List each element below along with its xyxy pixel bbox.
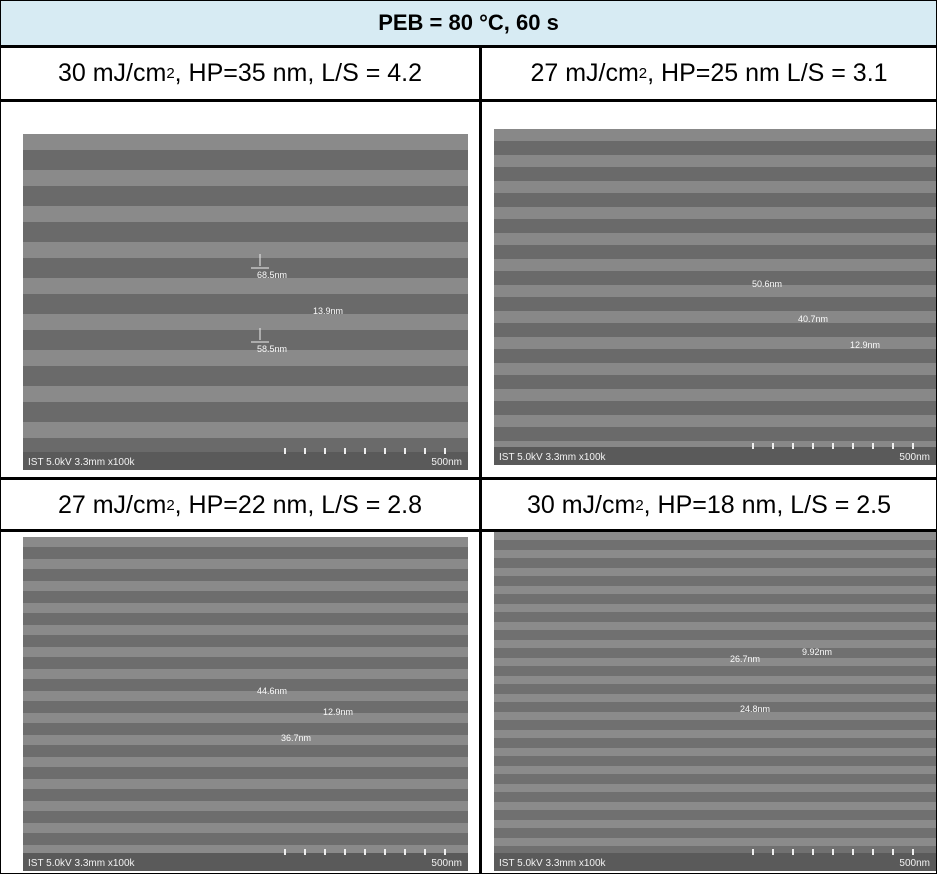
panel-1-dose: 30 mJ/cm [57,59,167,87]
panel-3-params: , HP=22 nm, L/S = 2.8 [174,491,423,519]
line-pattern [23,537,468,871]
measurement-label: 36.7nm [281,733,312,743]
sem-image-4: 26.7nm 9.92nm 24.8nm IST 5.0kV 3.3mm x10… [494,532,936,871]
scale-label: 500nm [899,858,930,869]
panel-3-dose: 27 mJ/cm [57,491,167,519]
sem-info-bar: IST 5.0kV 3.3mm x100k 500nm [494,853,936,871]
scale-label: 500nm [899,452,930,463]
measure-marker [249,254,271,276]
measurement-label: 12.9nm [323,707,354,717]
panel-4-dose: 30 mJ/cm [526,491,636,519]
scale-bar [284,448,462,454]
sem-info: IST 5.0kV 3.3mm x100k [28,457,135,468]
panel-2-dose: 27 mJ/cm [530,59,639,87]
measurement-label: 9.92nm [802,647,833,657]
sem-info: IST 5.0kV 3.3mm x100k [499,452,606,463]
measurement-label: 24.8nm [740,704,771,714]
line-pattern [494,129,936,465]
sem-image-2: 50.6nm 40.7nm 12.9nm IST 5.0kV 3.3mm x10… [494,129,936,465]
scale-label: 500nm [431,457,462,468]
column-divider [479,48,482,873]
measure-marker [249,328,271,350]
sem-image-3: 44.6nm 12.9nm 36.7nm IST 5.0kV 3.3mm x10… [23,537,468,871]
panel-1-label: 30 mJ/cm 2, HP=35 nm, L/S = 4.2 [57,59,423,87]
measurement-label: 44.6nm [257,686,288,696]
measurement-label: 13.9nm [313,306,344,316]
sem-info-bar: IST 5.0kV 3.3mm x100k 500nm [494,447,936,465]
measurement-label: 50.6nm [752,279,783,289]
sem-image-1: 68.5nm 13.9nm 58.5nm IST 5.0kV 3.3mm x10… [23,134,468,470]
row-divider [1,529,936,532]
panel-4-label: 30 mJ/cm 2, HP=18 nm, L/S = 2.5 [526,491,892,519]
measurement-label: 12.9nm [850,340,881,350]
sem-info: IST 5.0kV 3.3mm x100k [28,858,135,869]
line-pattern [23,134,468,470]
sem-info-bar: IST 5.0kV 3.3mm x100k 500nm [23,853,468,871]
row-divider [1,477,936,480]
scale-label: 500nm [431,858,462,869]
measurement-label: 68.5nm [257,270,288,280]
sem-info: IST 5.0kV 3.3mm x100k [499,858,606,869]
panel-1-params: , HP=35 nm, L/S = 4.2 [174,59,423,87]
scale-bar [752,443,930,449]
header-title: PEB = 80 °C, 60 s [1,1,936,48]
measurement-label: 58.5nm [257,344,288,354]
panel-2-label: 27 mJ/cm 2, HP=25 nm L/S = 3.1 [530,59,888,87]
scale-bar [284,849,462,855]
panel-4-params: , HP=18 nm, L/S = 2.5 [643,491,892,519]
measurement-label: 40.7nm [798,314,829,324]
panel-3-label: 27 mJ/cm 2, HP=22 nm, L/S = 2.8 [57,491,423,519]
panel-2-params: , HP=25 nm L/S = 3.1 [647,59,888,87]
scale-bar [752,849,930,855]
row-divider [1,99,936,102]
measurement-label: 26.7nm [730,654,761,664]
sem-info-bar: IST 5.0kV 3.3mm x100k 500nm [23,452,468,470]
line-pattern [494,532,936,871]
